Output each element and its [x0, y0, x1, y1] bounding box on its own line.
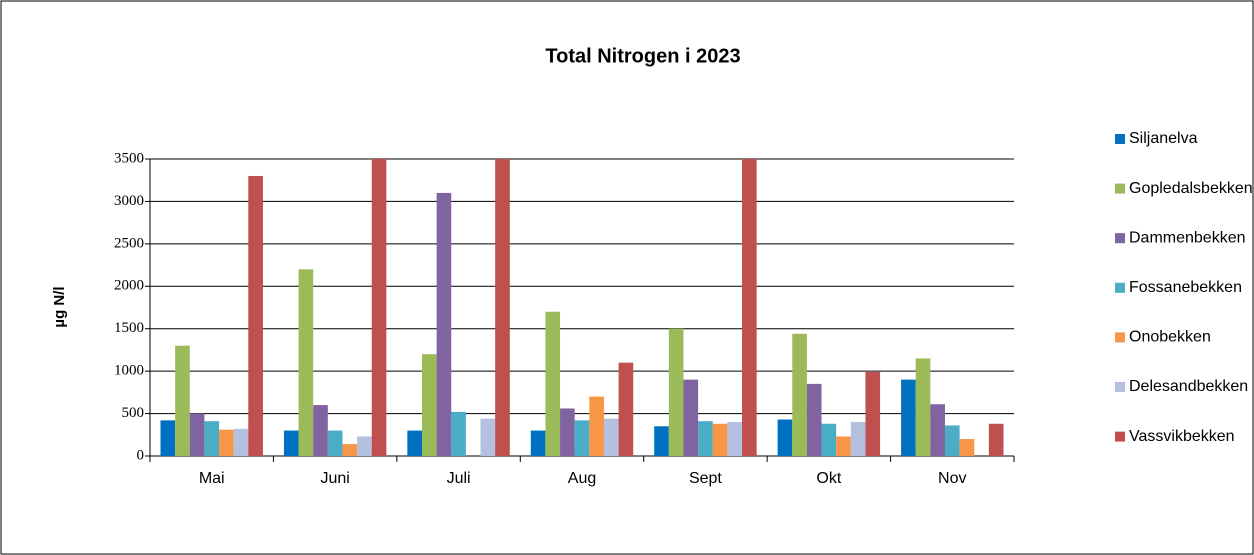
bar — [821, 423, 837, 456]
bar — [792, 333, 807, 456]
bar — [865, 371, 881, 456]
bar — [371, 159, 387, 456]
y-tick-label: 2000 — [114, 278, 144, 294]
bar — [683, 379, 699, 456]
legend-swatch — [1115, 134, 1125, 144]
bar — [219, 429, 234, 456]
legend-swatch — [1115, 431, 1125, 442]
bar — [160, 420, 176, 456]
bar — [915, 358, 931, 456]
x-tick-label: Juni — [320, 470, 349, 487]
bar — [988, 423, 1004, 456]
bar — [204, 421, 220, 456]
bar — [327, 430, 343, 456]
bar — [930, 404, 945, 456]
bar — [495, 159, 510, 456]
bar — [589, 396, 604, 456]
bar — [698, 421, 713, 456]
legend-label: Delesandbekken — [1129, 378, 1248, 395]
bar — [436, 192, 452, 456]
legend-label: Dammenbekken — [1129, 229, 1246, 246]
bar — [248, 175, 263, 456]
legend-label: Fossanebekken — [1129, 279, 1242, 296]
bar — [421, 354, 437, 456]
x-tick-label: Aug — [568, 470, 596, 487]
legend-swatch — [1115, 282, 1125, 293]
bar — [313, 405, 328, 456]
bar — [618, 362, 634, 456]
y-tick-label: 1500 — [114, 320, 144, 336]
y-tick-label: 1000 — [114, 363, 144, 379]
bar — [742, 159, 757, 456]
y-tick-label: 0 — [137, 447, 145, 463]
legend-swatch — [1115, 183, 1125, 194]
legend-label: Gopledalsbekken — [1129, 180, 1253, 197]
bar — [342, 444, 358, 456]
bar — [603, 418, 619, 456]
bar — [480, 418, 496, 456]
legend-swatch — [1115, 382, 1125, 392]
bar — [777, 419, 793, 456]
legend-label: Siljanelva — [1129, 130, 1198, 147]
legend-swatch — [1115, 233, 1125, 244]
x-tick-label: Nov — [938, 470, 966, 487]
bar — [959, 439, 975, 456]
x-tick-label: Sept — [689, 470, 722, 487]
bar — [727, 422, 743, 456]
x-tick-label: Juli — [447, 470, 471, 487]
bar — [233, 428, 249, 456]
bar — [530, 430, 546, 456]
y-tick-label: 3000 — [114, 193, 144, 209]
bar — [175, 345, 190, 456]
bar — [901, 379, 916, 456]
bar — [574, 420, 590, 456]
y-tick-label: 3500 — [114, 150, 144, 166]
legend-label: Vassvikbekken — [1129, 428, 1235, 445]
bar — [298, 269, 314, 456]
bar — [668, 328, 684, 456]
x-tick-label: Mai — [199, 470, 225, 487]
bar — [357, 436, 372, 456]
bar — [712, 423, 728, 456]
bar — [407, 430, 422, 456]
legend-label: Onobekken — [1129, 329, 1211, 346]
legend-swatch — [1115, 332, 1125, 343]
bar — [451, 411, 466, 456]
bar — [806, 383, 822, 456]
bar — [560, 408, 575, 456]
bar — [836, 436, 851, 456]
bar — [189, 413, 205, 456]
bar — [283, 430, 299, 456]
y-tick-label: 500 — [122, 405, 145, 421]
bar — [654, 426, 669, 456]
bar — [944, 425, 960, 456]
bar — [545, 311, 561, 456]
bar — [850, 422, 866, 456]
x-tick-label: Okt — [816, 470, 841, 487]
y-tick-label: 2500 — [114, 235, 144, 251]
y-axis-label: µg N/l — [51, 286, 68, 327]
chart-title: Total Nitrogen i 2023 — [545, 45, 740, 67]
